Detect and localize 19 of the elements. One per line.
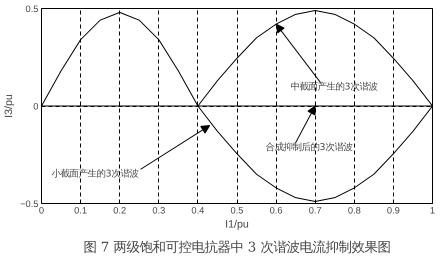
annotation: 合成抑制后的3次谐波 <box>265 142 352 154</box>
annotation: 小截面产生的3次谐波 <box>52 168 139 180</box>
text: 图 7 两级饱和可控电抗器中 3 次谐波电流抑制效果图 <box>84 240 390 256</box>
x-tick-label: 0.2 <box>113 206 126 216</box>
x-tick-label: 0.5 <box>230 206 244 216</box>
x-axis-title: I1/pu <box>225 218 249 230</box>
annotation: 中截面产生的3次谐波 <box>290 82 378 93</box>
x-tick-label: 0.4 <box>191 206 204 216</box>
x-tick-label: 1 <box>430 206 436 216</box>
x-tick-label: 0.3 <box>152 206 166 216</box>
y-tick-label: 0.5 <box>26 4 38 14</box>
x-tick-label: 0.8 <box>348 206 361 216</box>
y-tick-label: −0.5 <box>20 199 39 209</box>
x-tick-label: 0.7 <box>308 206 322 216</box>
x-tick-label: 0.1 <box>74 206 88 216</box>
x-tick-label: 0.6 <box>270 206 283 216</box>
y-tick-label: 0 <box>33 102 39 112</box>
y-axis-title: I3/pu <box>3 94 16 118</box>
x-tick-label: 0.9 <box>386 206 400 216</box>
